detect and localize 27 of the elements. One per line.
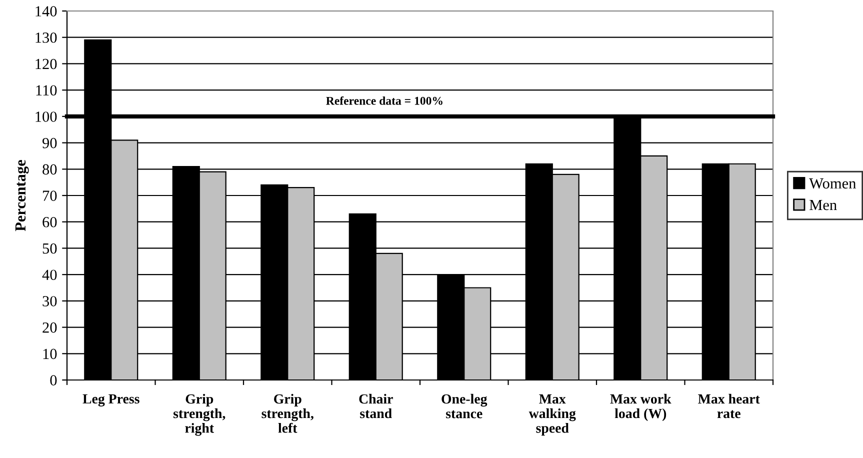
ref-line-label: Reference data = 100% <box>326 96 442 105</box>
legend-label: Men <box>810 200 837 210</box>
y-tick-label: 110 <box>36 85 57 96</box>
x-tick-label: Max work load (W) <box>610 394 672 422</box>
y-tick-label: 100 <box>36 112 57 122</box>
y-tick-label: 70 <box>43 190 57 201</box>
y-tick-label: 90 <box>42 138 57 148</box>
y-tick-label: 30 <box>42 296 57 306</box>
y-tick-label: 60 <box>42 217 57 228</box>
y-axis-title: Percentage <box>15 160 29 232</box>
y-tick-label: 0 <box>50 375 57 386</box>
y-tick-label: 80 <box>42 164 57 175</box>
x-tick-label: One-leg stance <box>442 394 488 418</box>
x-tick-label: Max walking speed <box>528 394 576 436</box>
y-tick-label: 20 <box>42 322 57 333</box>
y-tick-label: 40 <box>42 270 57 280</box>
x-tick-label: Max heart rate <box>698 394 760 418</box>
x-tick-label: Grip strength, left <box>262 394 314 433</box>
y-tick-label: 50 <box>42 243 57 254</box>
legend-label: Women <box>809 178 856 189</box>
y-tick-label: 10 <box>43 348 57 360</box>
x-tick-label: Grip strength, right <box>173 394 226 436</box>
x-tick-label: Chair stand <box>359 394 393 418</box>
y-tick-label: 120 <box>36 58 57 70</box>
y-tick-label: 130 <box>36 32 57 43</box>
x-tick-label: Leg Press <box>82 394 140 406</box>
y-tick-label: 140 <box>36 6 57 16</box>
